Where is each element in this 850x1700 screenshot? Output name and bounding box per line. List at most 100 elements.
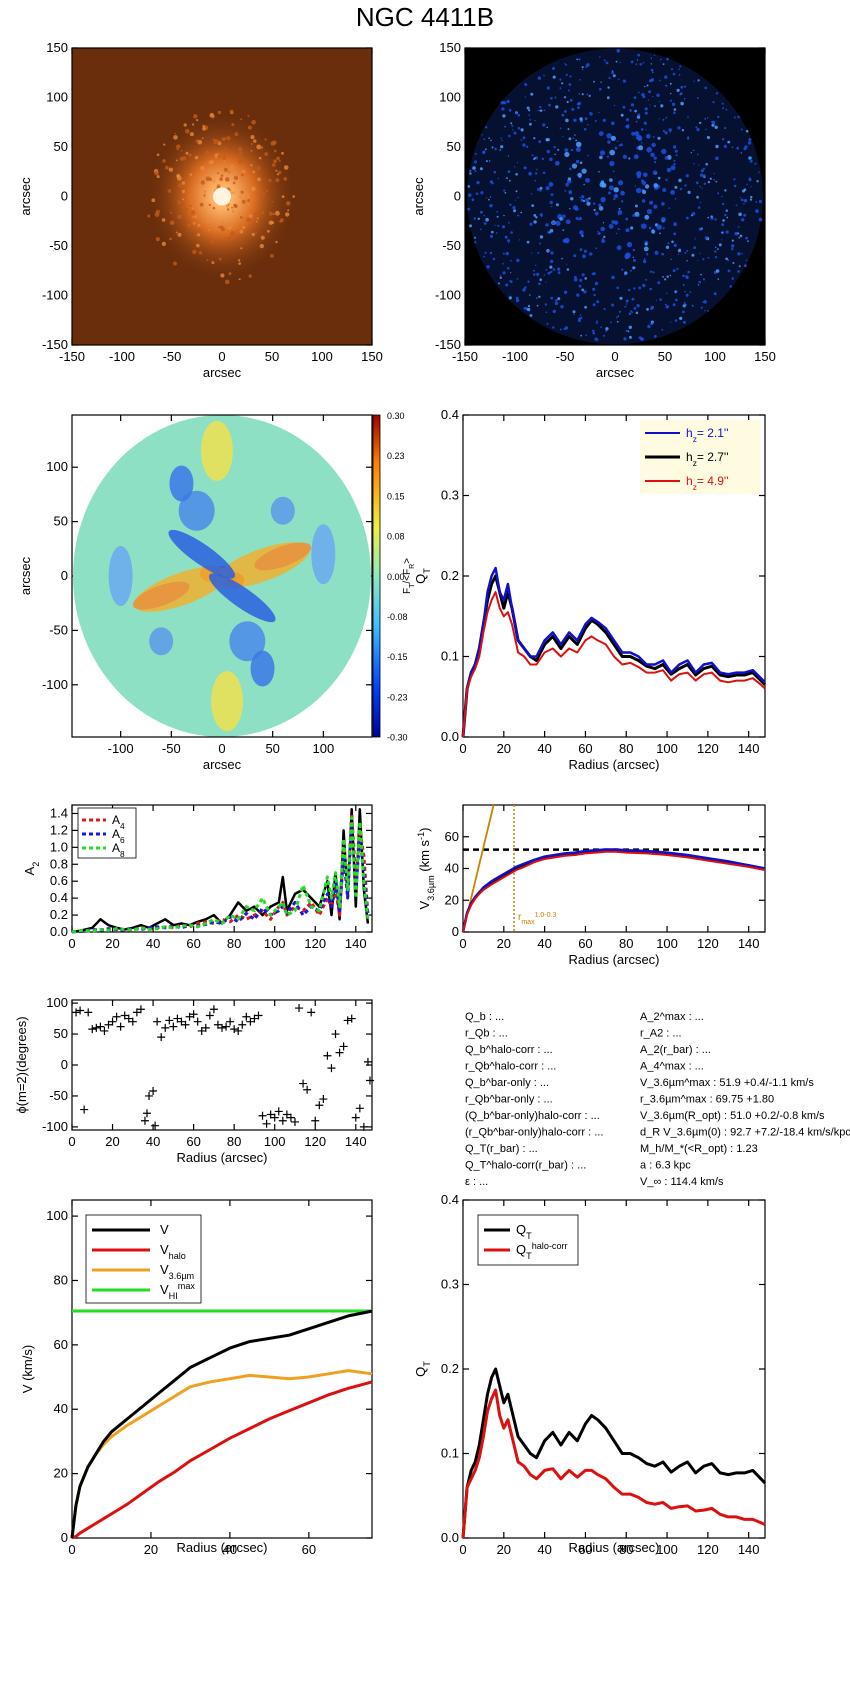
data-point: [92, 1023, 101, 1032]
emission-speck: [471, 198, 475, 202]
emission-speck: [679, 65, 682, 68]
emission-speck: [587, 124, 589, 126]
rich-text: VHImax: [160, 1281, 195, 1301]
emission-speck: [725, 108, 728, 111]
emission-speck: [673, 111, 676, 115]
emission-speck: [598, 171, 600, 173]
legend-label: V: [160, 1222, 169, 1237]
emission-speck: [644, 184, 650, 189]
emission-speck: [520, 128, 524, 132]
data-point: [258, 1111, 267, 1120]
galaxy-speck: [264, 138, 267, 141]
emission-speck: [727, 259, 730, 262]
galaxy-speck: [196, 119, 199, 122]
data-point: [181, 1020, 190, 1029]
emission-speck: [533, 214, 537, 217]
emission-speck: [557, 148, 560, 151]
rich-text: A4: [112, 813, 125, 831]
y-tick-label: 50: [54, 1026, 68, 1041]
galaxy-speck: [223, 167, 228, 172]
emission-speck: [517, 114, 521, 117]
data-point: [323, 1051, 332, 1060]
qt2-axes: 0 20 40 60 80 100 120 1400.00.10.20.30.4QTQThal…: [413, 1192, 767, 1557]
emission-speck: [706, 117, 709, 119]
emission-speck: [504, 125, 507, 128]
y-tick-label: 0.0: [441, 1530, 459, 1545]
emission-speck: [695, 181, 699, 185]
param-left: (r_Qb^bar-only)halo-corr : ...: [465, 1127, 603, 1139]
galaxy-speck: [197, 233, 201, 237]
emission-speck: [656, 224, 662, 230]
emission-speck: [565, 118, 569, 123]
emission-speck: [561, 257, 563, 260]
emission-speck: [657, 176, 661, 180]
emission-speck: [748, 178, 752, 182]
emission-speck: [505, 251, 509, 256]
data-point: [173, 1014, 182, 1023]
emission-speck: [475, 192, 479, 195]
galaxy-speck: [251, 120, 256, 125]
emission-speck: [738, 212, 742, 217]
emission-speck: [583, 290, 587, 294]
emission-speck: [755, 201, 758, 203]
param-right: r_3.6µm^max : 69.75 +1.80: [640, 1094, 774, 1106]
emission-speck: [638, 145, 644, 151]
x-tick-label: 100: [264, 1134, 286, 1149]
text-span: T: [422, 1361, 432, 1367]
y-tick-label: 0: [61, 1530, 68, 1545]
emission-speck: [545, 269, 548, 271]
emission-speck: [754, 162, 757, 165]
y-tick-label: 40: [54, 1401, 68, 1416]
emission-speck: [531, 204, 535, 208]
colorbar-tick: 0.00: [387, 572, 405, 582]
emission-speck: [641, 179, 644, 182]
emission-speck: [584, 305, 587, 309]
galaxy-speck: [198, 251, 203, 255]
emission-speck: [578, 284, 582, 288]
emission-speck: [564, 326, 569, 330]
emission-speck: [741, 253, 743, 255]
galaxy-speck: [203, 194, 206, 197]
legend-label: VHImax: [160, 1281, 195, 1301]
x-tick-label: 50: [658, 349, 672, 364]
x-tick-label: -150: [452, 349, 478, 364]
emission-speck: [670, 258, 672, 260]
emission-speck: [602, 237, 604, 240]
emission-speck: [545, 186, 550, 191]
x-tick-label: 100: [264, 936, 286, 951]
galaxy-speck: [222, 156, 226, 160]
x-tick-label: 0: [459, 936, 466, 951]
emission-speck: [510, 122, 513, 125]
emission-speck: [747, 141, 752, 145]
emission-speck: [569, 208, 571, 210]
emission-speck: [568, 89, 570, 92]
img1-axes: -150 -100 -50 0 50 100 150 -150 -100 -50 0 50 100 150…: [18, 40, 383, 380]
emission-speck: [637, 53, 641, 57]
x-tick-label: 120: [697, 741, 719, 756]
emission-speck: [680, 85, 684, 89]
data-point: [120, 1011, 129, 1020]
series-line: [461, 566, 766, 738]
emission-speck: [674, 149, 678, 153]
galaxy-speck: [224, 137, 227, 139]
emission-speck: [491, 146, 494, 149]
emission-speck: [642, 62, 645, 64]
emission-speck: [512, 206, 516, 210]
emission-speck: [598, 206, 604, 211]
data-point: [299, 1079, 308, 1088]
text-span: 4.9'': [707, 474, 728, 488]
emission-speck: [662, 188, 667, 192]
galaxy-speck: [238, 159, 244, 165]
galaxy-speck: [239, 195, 242, 199]
y-tick-label: -50: [49, 238, 68, 253]
x-axis-label: Radius (arcsec): [568, 952, 659, 967]
emission-speck: [698, 280, 701, 284]
emission-speck: [501, 139, 504, 142]
emission-speck: [554, 160, 560, 166]
galaxy-speck: [194, 215, 198, 219]
emission-speck: [634, 131, 640, 137]
emission-speck: [533, 137, 536, 140]
data-point: [157, 1033, 166, 1042]
emission-speck: [534, 119, 536, 122]
